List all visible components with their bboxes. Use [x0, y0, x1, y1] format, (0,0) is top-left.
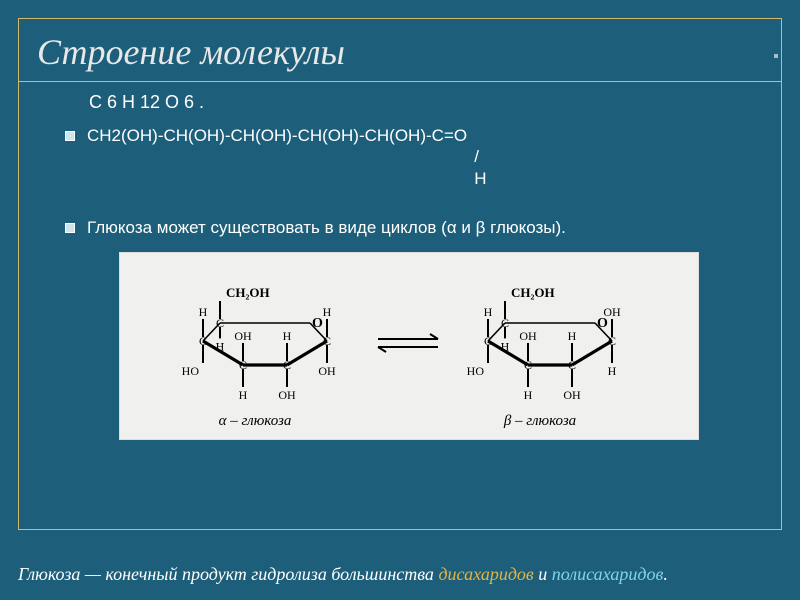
- svg-text:OH: OH: [563, 388, 581, 402]
- footer-end: .: [663, 564, 668, 584]
- svg-text:H: H: [239, 388, 248, 402]
- footer-hl1: дисахаридов: [438, 564, 533, 584]
- svg-text:α – глюкоза: α – глюкоза: [219, 413, 292, 429]
- molecular-formula: C 6 H 12 O 6 .: [19, 82, 781, 121]
- svg-text:OH: OH: [234, 329, 252, 343]
- svg-text:CH₂OH: CH₂OH: [226, 285, 270, 300]
- svg-text:H: H: [199, 305, 208, 319]
- svg-text:H: H: [216, 339, 225, 353]
- content-area: CH2(OH)-CH(OH)-CH(OH)-CH(OH)-CH(OH)-C=O …: [19, 121, 781, 440]
- bullet-structural: CH2(OH)-CH(OH)-CH(OH)-CH(OH)-CH(OH)-C=O …: [59, 125, 761, 189]
- footer-text: Глюкоза — конечный продукт гидролиза бол…: [18, 563, 782, 586]
- svg-text:CH₂OH: CH₂OH: [511, 285, 555, 300]
- structural-line3: H: [87, 169, 487, 188]
- diagram-container: OCCCCCCH₂OHHHOHHOHOHHHHOα – глюкозаOCCCC…: [119, 252, 761, 440]
- glucose-diagram: OCCCCCCH₂OHHHOHHOHOHHHHOα – глюкозаOCCCC…: [119, 252, 699, 440]
- svg-text:H: H: [608, 364, 617, 378]
- svg-text:OH: OH: [519, 329, 537, 343]
- footer-pre: Глюкоза — конечный продукт гидролиза бол…: [18, 564, 438, 584]
- decoration-dot: [774, 54, 778, 58]
- bullet-cyclic: Глюкоза может существовать в виде циклов…: [59, 217, 761, 240]
- slide-title: Строение молекулы: [19, 19, 781, 82]
- svg-text:O: O: [312, 316, 323, 331]
- svg-text:OH: OH: [278, 388, 296, 402]
- svg-text:H: H: [484, 305, 493, 319]
- svg-text:β – глюкоза: β – глюкоза: [503, 413, 576, 429]
- svg-text:H: H: [568, 329, 577, 343]
- svg-text:HO: HO: [467, 364, 485, 378]
- svg-text:H: H: [323, 305, 332, 319]
- svg-text:H: H: [283, 329, 292, 343]
- svg-text:HO: HO: [182, 364, 200, 378]
- svg-text:H: H: [501, 339, 510, 353]
- svg-text:OH: OH: [318, 364, 336, 378]
- footer-mid: и: [534, 564, 552, 584]
- footer-hl2: полисахаридов: [552, 564, 664, 584]
- svg-text:H: H: [524, 388, 533, 402]
- structural-line2: /: [87, 147, 479, 166]
- svg-text:OH: OH: [603, 305, 621, 319]
- structural-line1: CH2(OH)-CH(OH)-CH(OH)-CH(OH)-CH(OH)-C=O: [87, 126, 467, 145]
